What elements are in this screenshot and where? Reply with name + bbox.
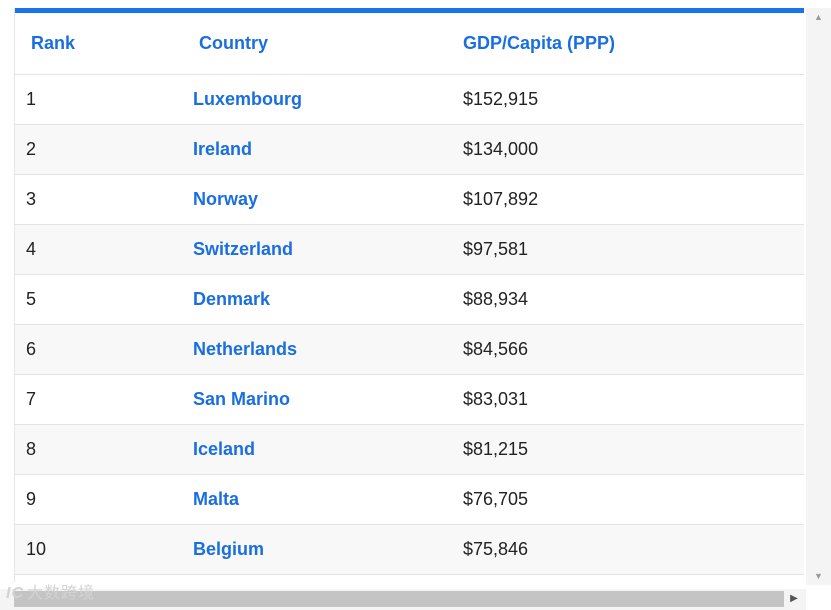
table-row: 3 Norway $107,892	[15, 174, 804, 224]
country-link[interactable]: Belgium	[193, 538, 265, 559]
watermark: IC 大数跨境	[6, 582, 95, 606]
table-row: 4 Switzerland $97,581	[15, 224, 804, 274]
gdp-cell: $97,581	[463, 238, 529, 259]
table-row: 2 Ireland $134,000	[15, 124, 804, 174]
gdp-cell: $107,892	[463, 188, 539, 209]
table-row: 7 San Marino $83,031	[15, 374, 804, 424]
watermark-text: 大数跨境	[27, 585, 96, 602]
horizontal-scrollbar[interactable]: ▶	[0, 589, 806, 610]
table-row: 10 Belgium $75,846	[15, 524, 804, 574]
header-gdp-per-capita[interactable]: GDP/Capita (PPP)	[462, 13, 804, 75]
country-link[interactable]: Iceland	[193, 438, 256, 459]
rank-cell: 2	[26, 138, 37, 159]
rank-cell: 3	[26, 188, 37, 209]
gdp-cell: $84,566	[463, 338, 529, 359]
scroll-up-arrow-icon[interactable]: ▲	[814, 12, 823, 22]
country-link[interactable]: Luxembourg	[193, 88, 303, 109]
country-link[interactable]: San Marino	[193, 388, 291, 409]
table-body: 1 Luxembourg $152,915 2 Ireland $134,000 3 Norw…	[15, 74, 804, 574]
gdp-cell: $75,846	[463, 538, 529, 559]
table-row: 9 Malta $76,705	[15, 474, 804, 524]
horizontal-scroll-thumb[interactable]	[14, 591, 784, 607]
rank-cell: 10	[26, 538, 47, 559]
gdp-cell: $83,031	[463, 388, 529, 409]
table-row: 5 Denmark $88,934	[15, 274, 804, 324]
vertical-scrollbar[interactable]: ▲ ▼	[806, 8, 831, 585]
rank-cell: 1	[26, 88, 37, 109]
country-link[interactable]: Malta	[193, 488, 240, 509]
rank-cell: 5	[26, 288, 37, 309]
country-link[interactable]: Switzerland	[193, 238, 294, 259]
country-link[interactable]: Ireland	[193, 138, 253, 159]
ranking-table-container: Rank Country GDP/Capita (PPP) 1 Luxembour…	[14, 8, 804, 582]
gdp-cell: $76,705	[463, 488, 529, 509]
gdp-cell: $88,934	[463, 288, 529, 309]
header-rank[interactable]: Rank	[15, 13, 193, 75]
gdp-cell: $152,915	[463, 88, 539, 109]
rank-cell: 6	[26, 338, 37, 359]
rank-cell: 4	[26, 238, 37, 259]
table-row: 1 Luxembourg $152,915	[15, 74, 804, 124]
header-country[interactable]: Country	[193, 13, 462, 75]
scroll-down-arrow-icon[interactable]: ▼	[814, 571, 823, 581]
gdp-cell: $81,215	[463, 438, 529, 459]
rank-cell: 7	[26, 388, 37, 409]
vertical-scroll-track[interactable]	[812, 26, 825, 567]
scroll-right-arrow-icon[interactable]: ▶	[790, 593, 798, 604]
gdp-ranking-table: Rank Country GDP/Capita (PPP) 1 Luxembour…	[15, 13, 804, 575]
gdp-cell: $134,000	[463, 138, 539, 159]
country-link[interactable]: Norway	[193, 188, 259, 209]
country-link[interactable]: Netherlands	[193, 338, 298, 359]
table-row: 6 Netherlands $84,566	[15, 324, 804, 374]
table-row: 8 Iceland $81,215	[15, 424, 804, 474]
country-link[interactable]: Denmark	[193, 288, 271, 309]
table-header-row: Rank Country GDP/Capita (PPP)	[15, 13, 804, 75]
rank-cell: 8	[26, 438, 37, 459]
table-accent-bar	[15, 8, 804, 13]
rank-cell: 9	[26, 488, 37, 509]
watermark-logo-icon: IC	[6, 585, 24, 602]
